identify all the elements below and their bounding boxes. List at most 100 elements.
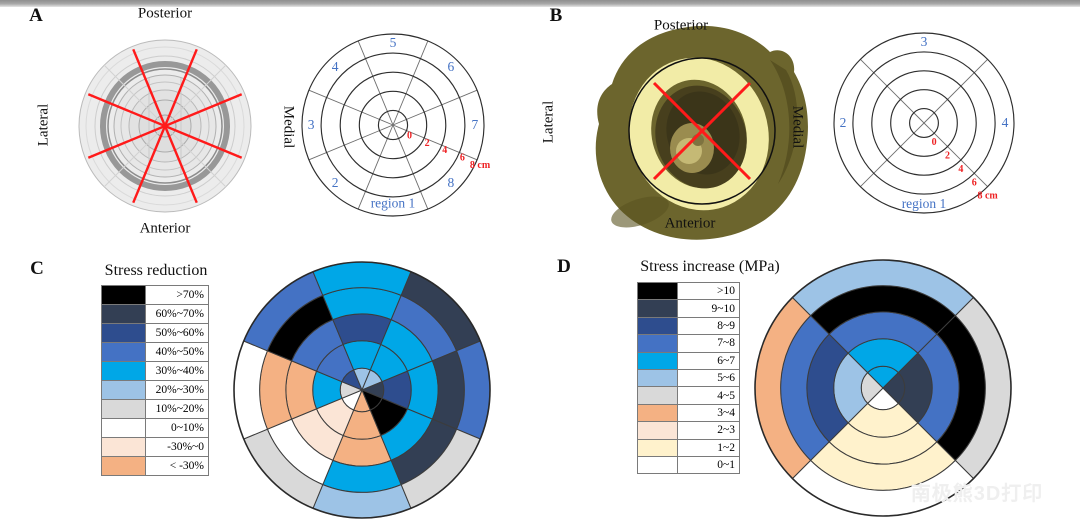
legend-swatch bbox=[101, 342, 146, 362]
orientation-posterior-b: Posterior bbox=[653, 17, 709, 34]
ring-circle bbox=[339, 71, 447, 179]
legend-bin-label: 30%~40% bbox=[146, 361, 209, 381]
legend-bin-label: 8~9 bbox=[678, 316, 740, 336]
legend-row: 50%~60% bbox=[101, 323, 209, 343]
legend-bin-label: 0~10% bbox=[146, 418, 209, 438]
legend-bin-label: -30%~0 bbox=[146, 437, 209, 457]
legend-swatch bbox=[637, 299, 678, 318]
radial-tick-label: 6 bbox=[972, 177, 977, 188]
region-label: 4 bbox=[332, 59, 339, 74]
top-divider bbox=[0, 0, 1080, 7]
ring-circle bbox=[909, 108, 939, 138]
sector-boundary-line bbox=[392, 124, 478, 161]
legend-bin-label: >10 bbox=[678, 282, 740, 301]
region-label: 3 bbox=[308, 117, 315, 132]
radial-tick-label: 0 bbox=[407, 131, 412, 142]
heatmap-outer-circle bbox=[754, 259, 1012, 517]
legend-bin-label: 50%~60% bbox=[146, 323, 209, 343]
legend-bin-label: < -30% bbox=[146, 456, 209, 476]
ring-circle bbox=[358, 90, 428, 160]
orientation-medial-a: Medial bbox=[280, 105, 297, 149]
radial-tick-label: 2 bbox=[425, 138, 430, 149]
radial-tick-label: 0 bbox=[932, 137, 937, 148]
stress-increase-heatmap bbox=[754, 259, 1012, 517]
legend-row: 30%~40% bbox=[101, 361, 209, 381]
ring-circle bbox=[890, 89, 958, 157]
legend-bin-label: 0~1 bbox=[678, 455, 740, 475]
legend-swatch bbox=[637, 282, 678, 301]
stress-reduction-title: Stress reduction bbox=[104, 262, 208, 279]
legend-bin-label: 7~8 bbox=[678, 334, 740, 353]
legend-row: -30%~0 bbox=[101, 437, 209, 457]
legend-bin-label: 5~6 bbox=[678, 368, 740, 388]
radial-tick-label: 4 bbox=[958, 164, 963, 175]
region-label: 4 bbox=[1002, 115, 1009, 130]
sector-division-lines-red bbox=[87, 48, 243, 204]
legend-swatch bbox=[637, 316, 678, 336]
legend-swatch bbox=[101, 361, 146, 381]
ring-circle bbox=[301, 33, 485, 217]
ring-circle bbox=[852, 51, 996, 195]
radial-tick-label: 8 cm bbox=[977, 191, 998, 202]
legend-row: 0~1 bbox=[637, 455, 740, 475]
sector-boundary-line bbox=[923, 122, 988, 187]
legend-row: 7~8 bbox=[637, 334, 740, 353]
legend-bin-label: 4~5 bbox=[678, 386, 740, 405]
ring-circle bbox=[871, 70, 977, 176]
legend-row: 1~2 bbox=[637, 438, 740, 457]
legend-row: 8~9 bbox=[637, 316, 740, 336]
sector-boundary-line bbox=[860, 59, 925, 124]
bone-division-lines-red bbox=[652, 81, 752, 181]
legend-bin-label: 60%~70% bbox=[146, 304, 209, 324]
legend-swatch bbox=[637, 334, 678, 353]
legend-row: 60%~70% bbox=[101, 304, 209, 324]
legend-row: 4~5 bbox=[637, 386, 740, 405]
legend-swatch bbox=[637, 421, 678, 440]
legend-row: 9~10 bbox=[637, 299, 740, 318]
orientation-lateral-b: Lateral bbox=[540, 100, 557, 144]
legend-bin-label: 3~4 bbox=[678, 403, 740, 423]
region-label: 3 bbox=[921, 34, 928, 49]
sector-boundary-line bbox=[923, 59, 988, 124]
panel-d-letter: D bbox=[557, 256, 571, 277]
radial-tick-label: 8 cm bbox=[470, 160, 491, 171]
heatmap-outer-circle bbox=[233, 261, 491, 519]
region-label: region 1 bbox=[902, 196, 947, 211]
legend-bin-label: 10%~20% bbox=[146, 399, 209, 419]
legend-row: 6~7 bbox=[637, 351, 740, 370]
legend-swatch bbox=[101, 418, 146, 438]
legend-row: 5~6 bbox=[637, 368, 740, 388]
cup-mesh-image bbox=[78, 39, 252, 213]
sector-boundary-line bbox=[392, 40, 429, 126]
region-label: 8 bbox=[448, 175, 455, 190]
ring-circle bbox=[377, 109, 409, 141]
ring-circle bbox=[833, 32, 1015, 214]
legend-swatch bbox=[101, 399, 146, 419]
legend-swatch bbox=[101, 285, 146, 305]
sector-boundary-line bbox=[308, 89, 394, 126]
legend-swatch bbox=[637, 455, 678, 475]
legend-row: 3~4 bbox=[637, 403, 740, 423]
legend-row: 40%~50% bbox=[101, 342, 209, 362]
region-label: 2 bbox=[332, 175, 339, 190]
legend-swatch bbox=[637, 351, 678, 370]
region-label: 6 bbox=[448, 59, 455, 74]
legend-swatch bbox=[637, 403, 678, 423]
legend-bin-label: >70% bbox=[146, 285, 209, 305]
panel-c-letter: C bbox=[30, 258, 44, 279]
legend-row: 0~10% bbox=[101, 418, 209, 438]
orientation-medial-b: Medial bbox=[789, 105, 806, 149]
region-label: 2 bbox=[840, 115, 847, 130]
legend-bin-label: 20%~30% bbox=[146, 380, 209, 400]
radial-tick-label: 6 bbox=[460, 153, 465, 164]
legend-bin-label: 6~7 bbox=[678, 351, 740, 370]
bone-reference-circle bbox=[628, 57, 776, 205]
legend-swatch bbox=[101, 380, 146, 400]
legend-swatch bbox=[101, 437, 146, 457]
sector-boundary-line bbox=[860, 122, 925, 187]
legend-row: >70% bbox=[101, 285, 209, 305]
sector-boundary-line bbox=[392, 89, 478, 126]
